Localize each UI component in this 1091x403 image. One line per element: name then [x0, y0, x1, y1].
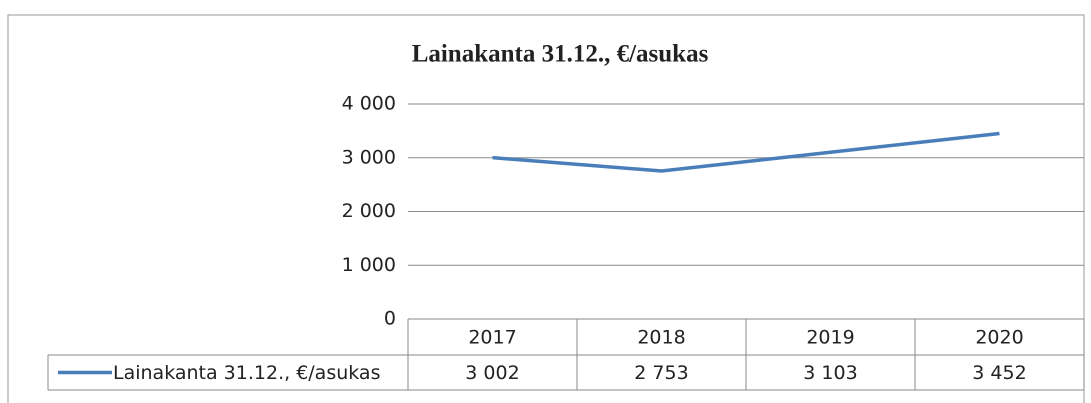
- x-tick-label: 2019: [806, 327, 854, 349]
- line-series: [492, 131, 1000, 173]
- table-value: 3 002: [465, 362, 519, 384]
- y-tick-label: 4 000: [342, 93, 396, 115]
- x-tick-label: 2017: [468, 327, 516, 349]
- table-value: 3 103: [803, 362, 857, 384]
- y-tick-label: 2 000: [342, 200, 396, 222]
- chart-frame: [7, 14, 1085, 403]
- y-tick-label: 1 000: [342, 254, 396, 276]
- y-tick-label: 3 000: [342, 146, 396, 168]
- table-value: 2 753: [634, 362, 688, 384]
- x-tick-label: 2020: [975, 327, 1023, 349]
- table-value: 3 452: [972, 362, 1026, 384]
- legend-label: Lainakanta 31.12., €/asukas: [113, 362, 380, 384]
- chart-title: Lainakanta 31.12., €/asukas: [412, 41, 709, 68]
- x-tick-label: 2018: [637, 327, 685, 349]
- y-tick-label: 0: [384, 308, 396, 330]
